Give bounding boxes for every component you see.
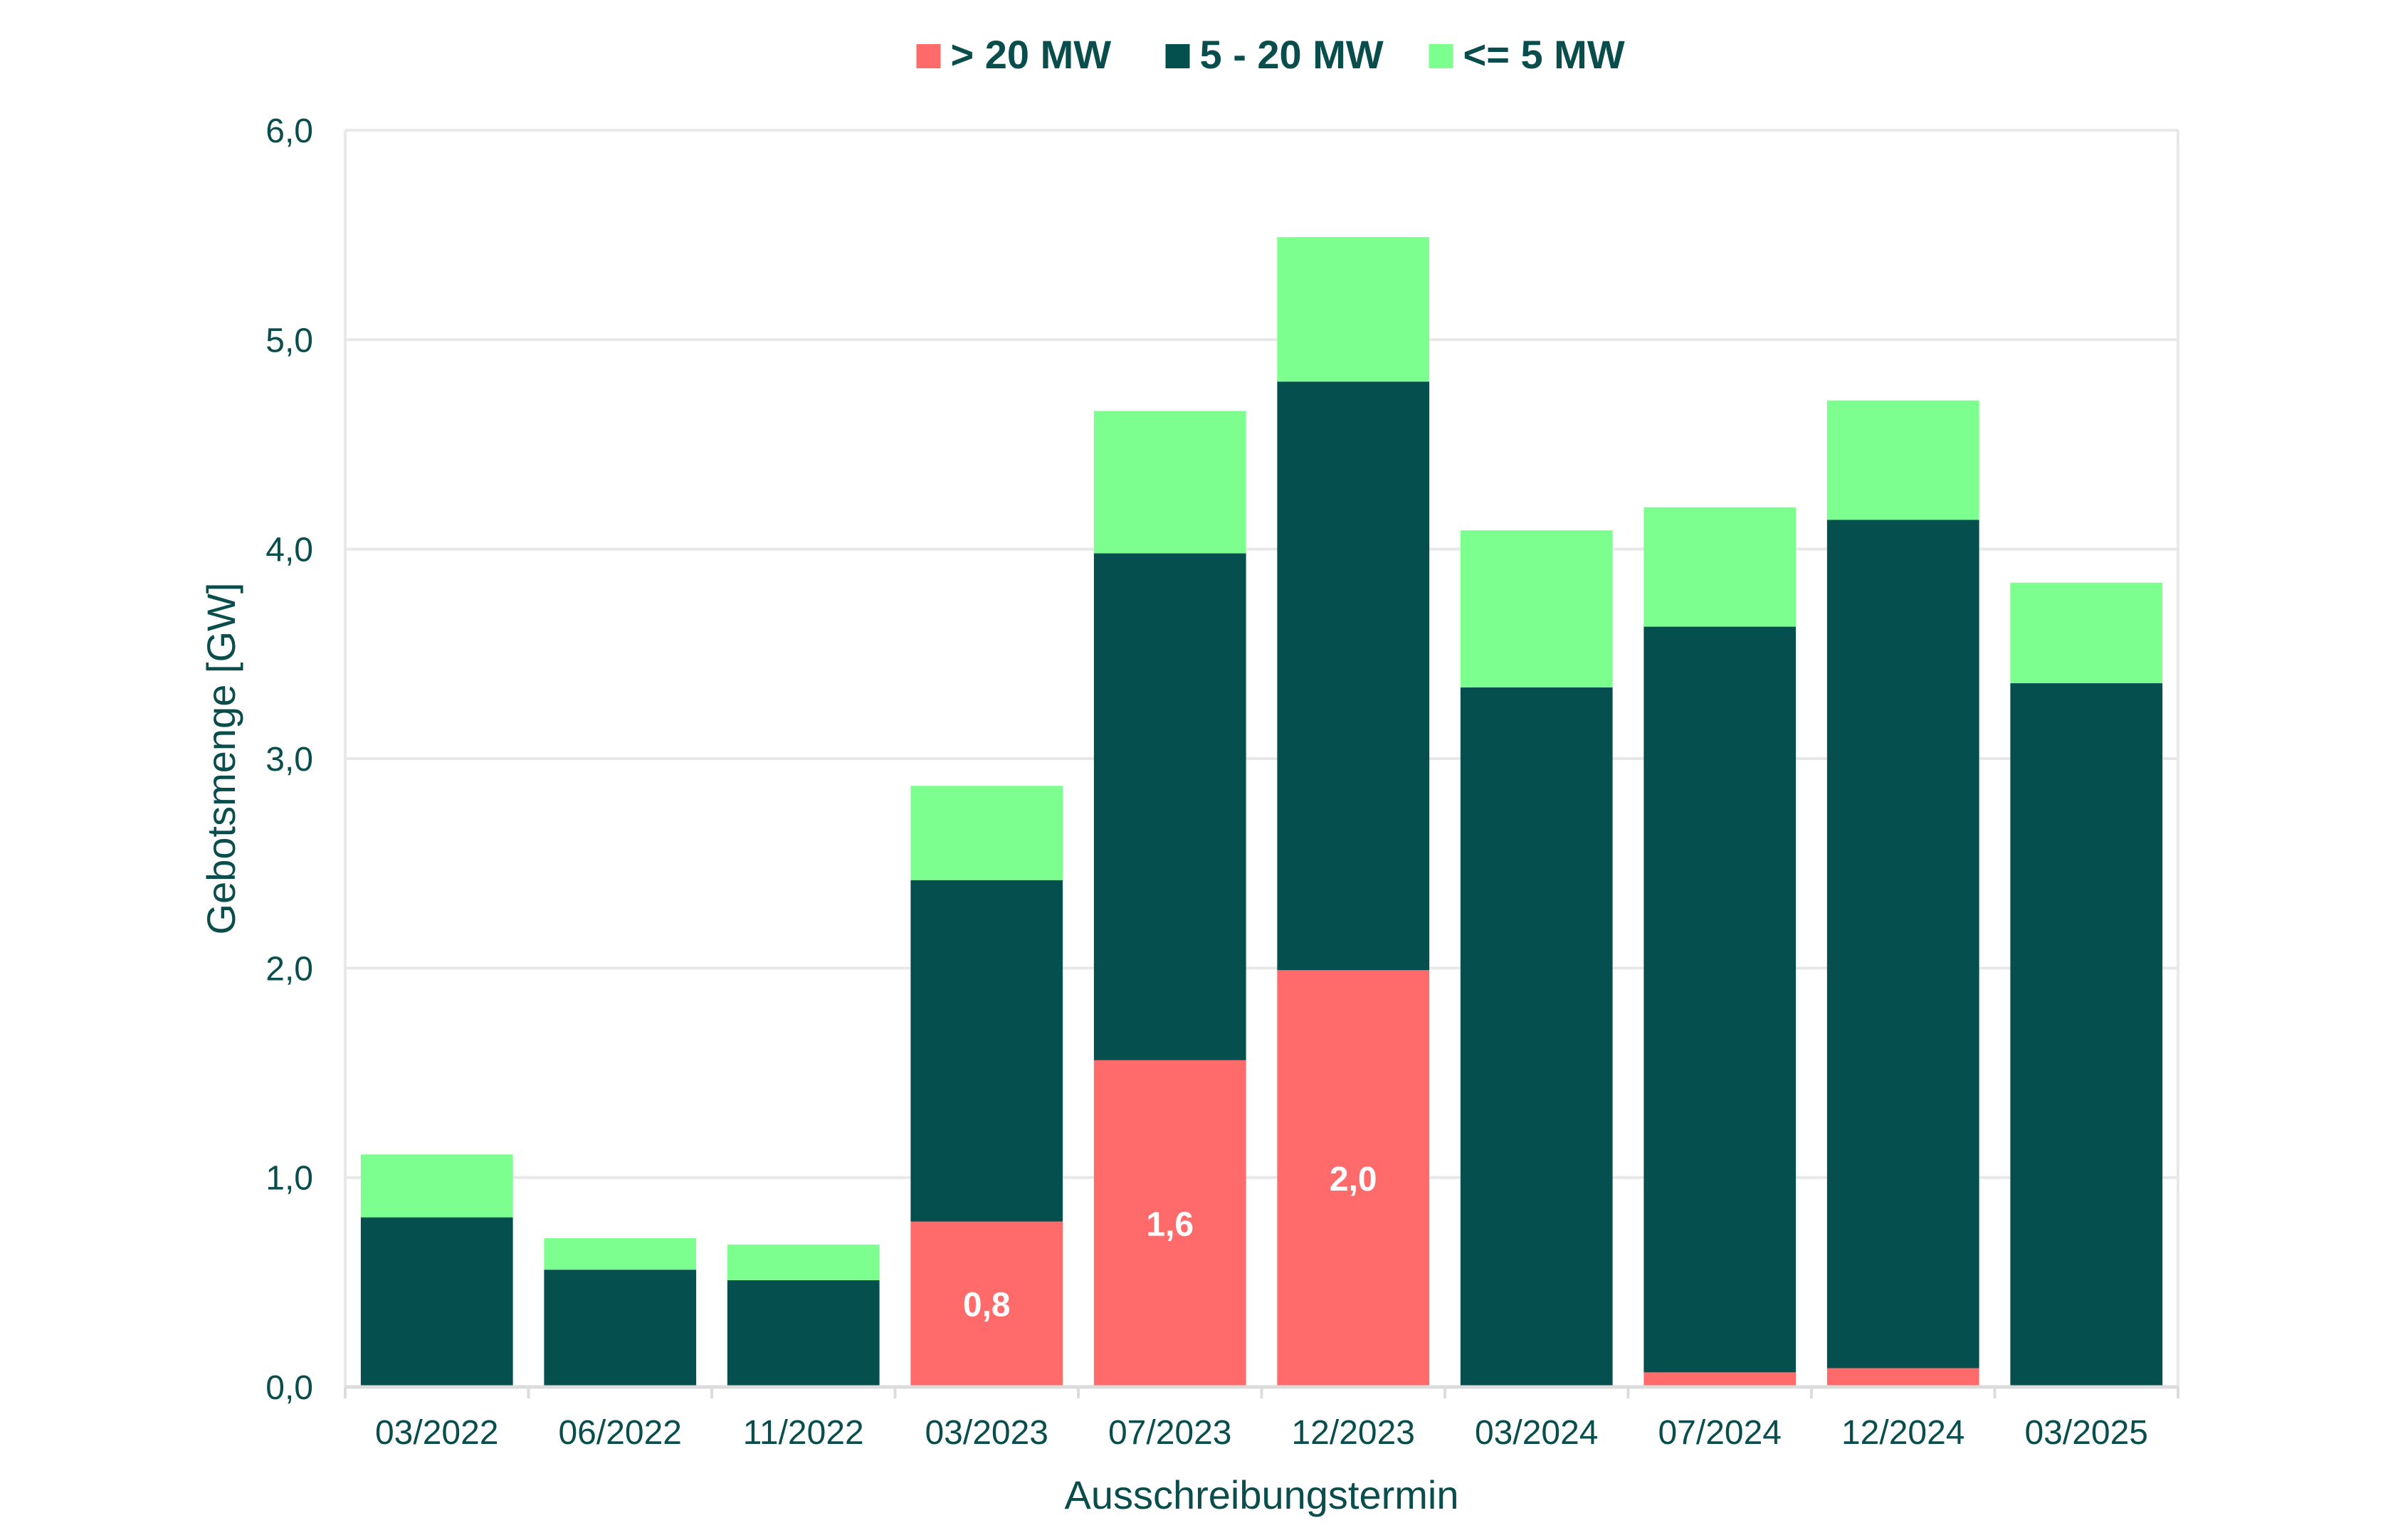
- x-tick-label: 12/2023: [1291, 1414, 1415, 1452]
- legend-item: > 20 MW: [916, 32, 1112, 77]
- bar-segment: [727, 1280, 880, 1387]
- bar-segment: [1277, 970, 1430, 1387]
- y-tick-label: 0,0: [265, 1369, 313, 1407]
- x-tick-label: 03/2025: [2024, 1414, 2148, 1452]
- legend-label: <= 5 MW: [1463, 32, 1625, 77]
- bar-segment: [1093, 553, 1246, 1060]
- bar-segment: [1460, 687, 1613, 1387]
- legend-item: <= 5 MW: [1429, 32, 1625, 77]
- bar-segment: [910, 786, 1063, 880]
- bar-segment: [1643, 507, 1797, 627]
- legend-item: 5 - 20 MW: [1165, 32, 1384, 77]
- data-label: 1,6: [1146, 1206, 1194, 1243]
- bar-segment: [2010, 582, 2163, 684]
- bar-segment: [544, 1238, 697, 1270]
- data-label: 2,0: [1330, 1161, 1377, 1198]
- x-tick-label: 07/2023: [1108, 1414, 1232, 1452]
- y-tick-label: 4,0: [265, 532, 313, 569]
- bar-segment: [727, 1244, 880, 1280]
- bar-segment: [2010, 683, 2163, 1387]
- data-label: 0,8: [963, 1287, 1011, 1324]
- bar-segment: [360, 1217, 513, 1387]
- bars-layer: [360, 237, 2163, 1387]
- axis-layer: 0,0 1,0 2,0 3,0 4,0 5,0 6,0 03/2022 06/2022 11/20…: [265, 112, 2179, 1452]
- bar-segment: [1826, 1368, 1979, 1387]
- bar-segment: [1643, 626, 1797, 1373]
- legend-swatch: [1429, 44, 1453, 68]
- x-tick-label: 12/2024: [1841, 1414, 1965, 1452]
- bar-segment: [1277, 237, 1430, 382]
- data-labels-layer: 0,8 1,6 2,0: [963, 1161, 1377, 1324]
- bar-segment: [544, 1270, 697, 1387]
- bar-segment: [1826, 400, 1979, 520]
- y-tick-label: 6,0: [265, 112, 313, 150]
- x-tick-label: 03/2024: [1475, 1414, 1599, 1452]
- x-tick-label: 06/2022: [558, 1414, 682, 1452]
- y-tick-label: 1,0: [265, 1160, 313, 1198]
- legend-label: > 20 MW: [951, 32, 1112, 77]
- y-tick-label: 2,0: [265, 950, 313, 988]
- bar-segment: [1093, 411, 1246, 554]
- y-axis-title: Gebotsmenge [GW]: [199, 583, 243, 935]
- x-tick-label: 03/2022: [375, 1414, 499, 1452]
- legend-label: 5 - 20 MW: [1200, 32, 1384, 77]
- bar-segment: [910, 1221, 1063, 1387]
- legend-swatch: [1165, 44, 1190, 68]
- legend: > 20 MW 5 - 20 MW <= 5 MW: [916, 32, 1625, 77]
- x-tick-label: 03/2023: [925, 1414, 1048, 1452]
- legend-swatch: [916, 44, 941, 68]
- x-tick-label: 11/2022: [743, 1414, 864, 1452]
- bar-segment: [1093, 1060, 1246, 1387]
- x-tick-label: 07/2024: [1658, 1414, 1782, 1452]
- bar-segment: [1460, 530, 1613, 687]
- x-axis-title: Ausschreibungstermin: [1064, 1472, 1458, 1517]
- bar-segment: [1643, 1372, 1797, 1387]
- y-tick-label: 5,0: [265, 322, 313, 359]
- grid-layer: [344, 129, 2179, 1388]
- y-tick-label: 3,0: [265, 741, 313, 779]
- bar-segment: [1826, 520, 1979, 1368]
- bar-segment: [1277, 381, 1430, 971]
- bar-segment: [360, 1154, 513, 1218]
- bar-segment: [910, 880, 1063, 1222]
